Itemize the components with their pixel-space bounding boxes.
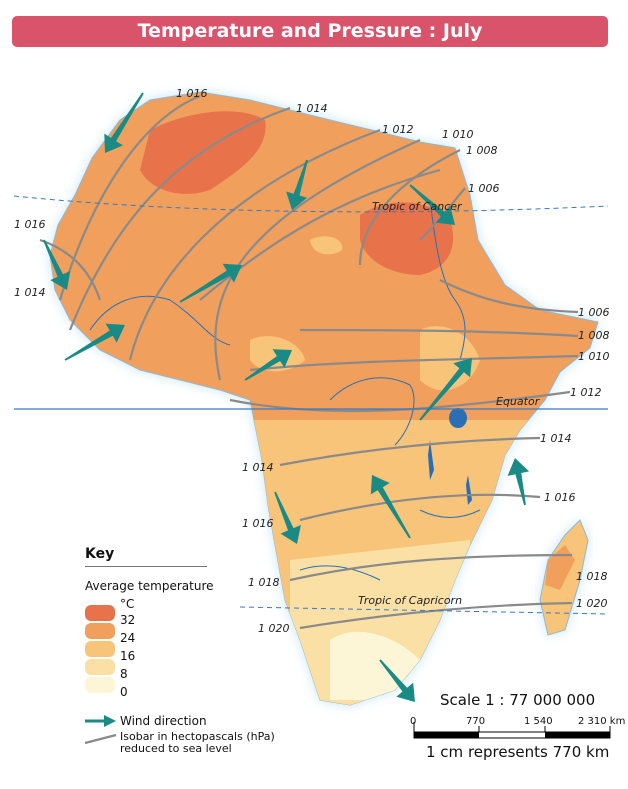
isobar-label: 1 010 [578,350,610,363]
wind-arrow [409,184,455,225]
band-label-32: 32 [120,613,136,627]
swatch-8 [85,659,115,675]
wind-arrow [179,263,242,303]
scale-note: 1 cm represents 770 km [426,743,610,761]
isobar-labels: 1 016 1 014 1 012 1 010 1 008 1 006 1 01… [14,87,610,635]
isobar-label: 1 016 [14,218,46,231]
tropic-of-cancer-line [13,195,609,213]
map-title: Temperature and Pressure : July [12,16,608,47]
wind-arrow [43,239,71,290]
label-equator: Equator [496,395,541,408]
isobar-label: 1 006 [578,306,610,319]
lake-malawi [466,475,472,505]
band-label-16: 16 [120,649,136,663]
key-divider [85,566,207,567]
lake-tanganyika [428,440,434,480]
isobar-label: 1 018 [576,570,608,583]
wind-arrow [64,323,125,361]
wind-arrow [286,159,308,210]
rivers [89,199,481,581]
wind-arrow [104,92,144,153]
swatch-16 [85,641,115,657]
wind-arrow [507,458,530,506]
latitude-lines [13,195,609,615]
legend-isobar-label: Isobar in hectopascals (hPa) reduced to … [120,730,275,755]
legend-isobar-line [84,733,117,745]
isobar-label: 1 020 [576,597,608,610]
key-unit: °C [120,597,135,611]
isobar-lines [39,94,579,630]
tropic-of-capricorn-line [239,606,609,615]
isobar-label: 1 016 [242,517,274,530]
lake-victoria [449,408,467,428]
isobar-label: 1 018 [248,576,280,589]
band-label-8: 8 [120,667,128,681]
scale-tick: 1 540 [524,716,553,727]
isobar-label: 1 016 [544,491,576,504]
label-tropic-of-capricorn: Tropic of Capricorn [358,594,462,607]
isobar-label: 1 014 [296,102,328,115]
isobar-label: 1 008 [466,144,498,157]
swatch-0 [85,677,115,693]
wind-arrow [274,491,301,544]
isobar-label: 1 014 [540,432,572,445]
wind-arrows [43,92,530,702]
isobar-label: 1 016 [176,87,208,100]
scale-bar [413,722,611,739]
scale-tick: 770 [466,716,486,727]
wind-arrow [419,358,472,421]
isobar-label: 1 006 [468,182,500,195]
band-label-0: 0 [120,685,128,699]
label-tropic-of-cancer: Tropic of Cancer [372,200,463,213]
isobar-label: 1 010 [442,128,474,141]
swatch-32 [85,605,115,621]
key-subtitle: Average temperature [85,579,214,593]
swatch-24 [85,623,115,639]
isobar-label: 1 014 [14,286,46,299]
isobar-label: 1 020 [258,622,290,635]
scale-title: Scale 1 : 77 000 000 [440,691,596,709]
legend-wind-label: Wind direction [120,714,207,728]
legend-wind-arrow [85,715,116,727]
isobar-label: 1 014 [242,461,274,474]
band-label-24: 24 [120,631,136,645]
scale-tick: 2 310 km [578,716,626,727]
wind-arrow [244,349,292,381]
wind-arrow [370,475,411,539]
isobar-label: 1 012 [570,386,602,399]
key-title: Key [85,546,115,562]
wind-arrow [379,659,415,702]
isobar-label: 1 008 [578,329,610,342]
scale-tick: 0 [410,716,417,727]
isobar-label: 1 012 [382,123,414,136]
